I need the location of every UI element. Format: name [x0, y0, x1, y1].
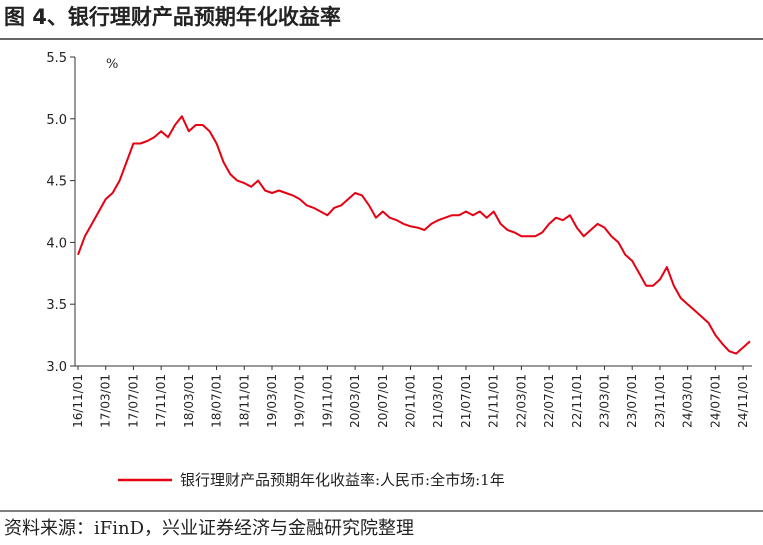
y-tick-label: 4.5: [46, 175, 67, 190]
unit-label: %: [106, 57, 118, 72]
x-tick-label: 18/11/01: [237, 374, 251, 428]
x-tick-label: 20/11/01: [404, 374, 418, 428]
x-tick-label: 24/11/01: [736, 374, 750, 428]
x-tick-label: 17/07/01: [126, 374, 140, 428]
x-tick-label: 19/07/01: [293, 374, 307, 428]
x-tick-label: 18/07/01: [210, 374, 224, 428]
x-tick-label: 19/11/01: [320, 374, 334, 428]
chart-title: 图 4、银行理财产品预期年化收益率: [4, 5, 341, 29]
x-tick-label: 19/03/01: [265, 374, 279, 428]
x-tick-label: 22/03/01: [514, 374, 528, 428]
x-tick-label: 20/03/01: [348, 374, 362, 428]
x-tick-label: 23/11/01: [653, 374, 667, 428]
x-tick-label: 23/07/01: [625, 374, 639, 428]
x-tick-label: 24/03/01: [681, 374, 695, 428]
x-tick-label: 21/07/01: [459, 374, 473, 428]
x-tick-label: 17/03/01: [99, 374, 113, 428]
x-tick-label: 23/03/01: [598, 374, 612, 428]
source: 资料来源：iFinD，兴业证券经济与金融研究院整理: [4, 518, 414, 539]
y-tick-label: 5.0: [46, 113, 67, 128]
y-tick-label: 3.5: [46, 298, 67, 313]
legend-label: 银行理财产品预期年化收益率:人民币:全市场:1年: [180, 471, 505, 489]
y-tick-label: 5.5: [46, 51, 67, 66]
x-tick-label: 17/11/01: [154, 374, 168, 428]
x-tick-label: 21/11/01: [487, 374, 501, 428]
y-tick-label: 3.0: [46, 360, 67, 375]
y-tick-label: 4.0: [46, 236, 67, 251]
x-tick-label: 21/03/01: [431, 374, 445, 428]
x-tick-label: 18/03/01: [182, 374, 196, 428]
x-tick-label: 22/11/01: [570, 374, 584, 428]
x-tick-label: 16/11/01: [71, 374, 85, 428]
x-tick-label: 24/07/01: [708, 374, 722, 428]
x-tick-label: 22/07/01: [542, 374, 556, 428]
series-line: [77, 115, 751, 355]
x-tick-label: 20/07/01: [376, 374, 390, 428]
